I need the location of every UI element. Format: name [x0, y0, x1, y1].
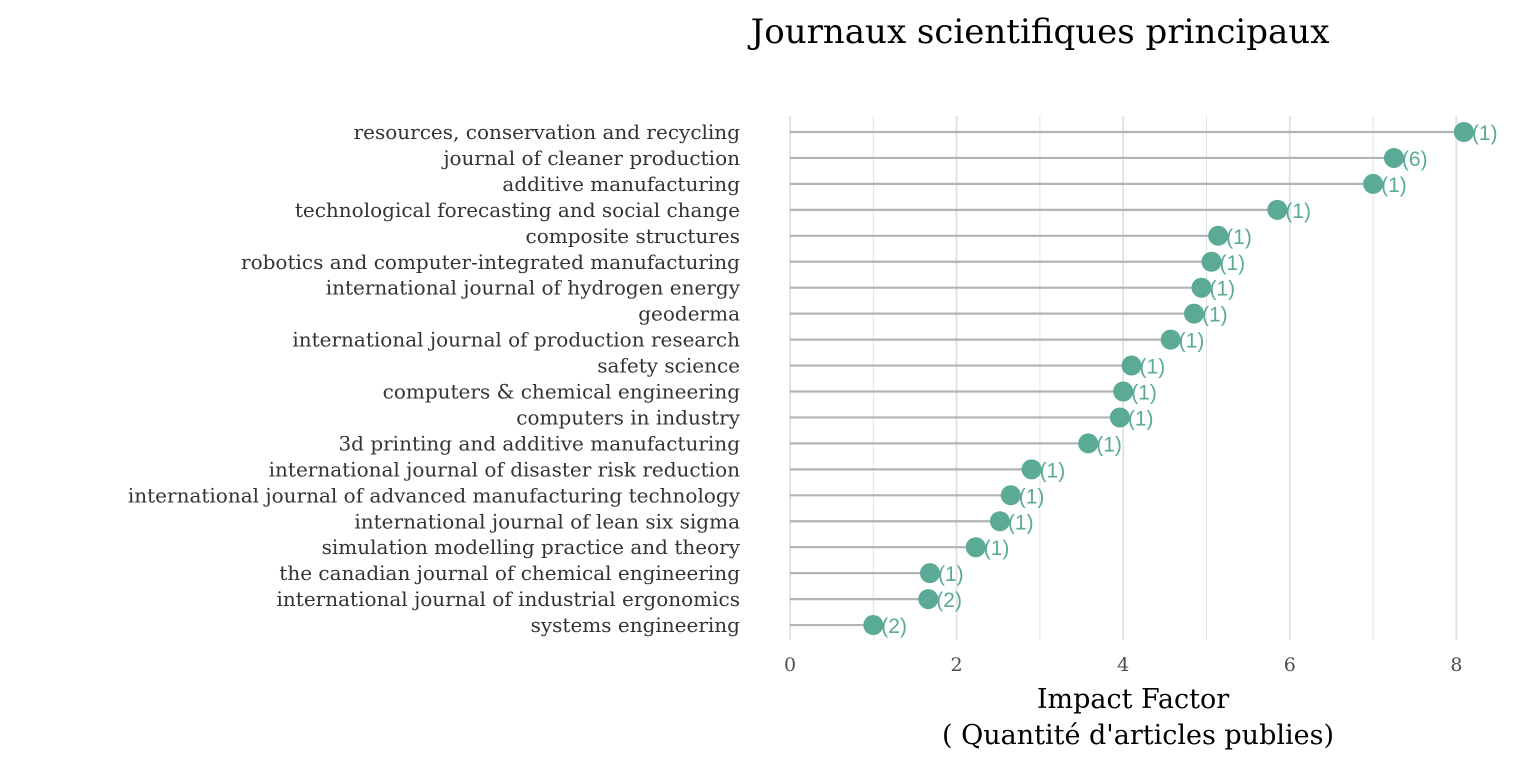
count-label: (1): [1285, 200, 1311, 223]
y-tick-label: international journal of production rese…: [292, 328, 740, 352]
x-tick-label: 6: [1284, 654, 1296, 676]
count-label: (1): [1008, 511, 1034, 534]
lollipop-point: [1383, 147, 1404, 168]
count-label: (1): [1019, 485, 1045, 508]
lollipop-point: [1184, 303, 1205, 324]
lollipop-point: [1201, 251, 1222, 272]
x-tick-label: 4: [1117, 654, 1129, 676]
lollipop-point: [1121, 355, 1142, 376]
x-axis-subtitle: ( Quantité d'articles publies): [942, 720, 1334, 751]
y-tick-label: technological forecasting and social cha…: [295, 198, 740, 222]
y-tick-label: journal of cleaner production: [441, 146, 740, 170]
y-tick-label: computers & chemical engineering: [383, 380, 741, 404]
y-tick-label: international journal of advanced manufa…: [128, 483, 741, 507]
lollipop-point: [1363, 173, 1384, 194]
count-label: (1): [1140, 356, 1166, 379]
y-tick-label: international journal of industrial ergo…: [277, 587, 740, 611]
lollipop-point: [1021, 459, 1042, 480]
lollipop-point: [1113, 381, 1134, 402]
y-tick-label: 3d printing and additive manufacturing: [338, 431, 740, 455]
lollipop-point: [1453, 122, 1474, 142]
lollipop-point: [989, 511, 1010, 532]
count-label: (6): [1402, 148, 1428, 171]
count-label: (1): [1040, 459, 1066, 482]
count-label: (1): [984, 537, 1010, 560]
y-tick-label: resources, conservation and recycling: [354, 120, 741, 144]
count-label: (1): [938, 563, 964, 586]
lollipop-point: [1109, 407, 1130, 428]
y-tick-label: additive manufacturing: [502, 172, 740, 196]
lollipop-point: [1000, 485, 1021, 506]
count-label: (2): [936, 589, 962, 612]
count-label: (1): [1096, 433, 1122, 456]
y-tick-label: international journal of disaster risk r…: [269, 457, 740, 481]
y-tick-label: geoderma: [638, 302, 740, 326]
y-tick-label: simulation modelling practice and theory: [322, 535, 741, 559]
chart-title: Journaux scientifiques principaux: [748, 12, 1330, 52]
count-label: (1): [1202, 304, 1228, 327]
y-tick-label: robotics and computer-integrated manufac…: [241, 250, 740, 274]
x-tick-label: 0: [784, 654, 796, 676]
lollipop-point: [1191, 277, 1212, 298]
lollipop-point: [965, 537, 986, 558]
lollipop-point: [863, 615, 884, 636]
count-label: (2): [881, 615, 907, 638]
count-label: (1): [1131, 382, 1157, 405]
count-label: (1): [1472, 122, 1498, 145]
y-tick-label: composite structures: [526, 224, 740, 248]
lollipop-point: [1160, 329, 1181, 350]
lollipop-point: [1208, 225, 1229, 246]
y-axis-labels: resources, conservation and recyclingjou…: [128, 120, 741, 637]
lollipop-point: [1078, 433, 1099, 454]
count-label: (1): [1128, 407, 1154, 430]
x-tick-label: 2: [951, 654, 963, 676]
y-tick-label: the canadian journal of chemical enginee…: [279, 561, 740, 585]
lollipop-point: [918, 589, 939, 610]
count-label: (1): [1210, 278, 1236, 301]
lollipop-point: [919, 563, 940, 584]
x-axis-title: Impact Factor: [1037, 684, 1229, 715]
marks: (1)(6)(1)(1)(1)(1)(1)(1)(1)(1)(1)(1)(1)(…: [790, 122, 1498, 638]
lollipop-point: [1267, 199, 1288, 220]
x-axis-ticks: 0 2 4 6 8: [784, 654, 1462, 676]
y-tick-label: computers in industry: [516, 405, 740, 429]
x-tick-label: 8: [1450, 654, 1462, 676]
y-tick-label: safety science: [597, 354, 740, 378]
y-tick-label: systems engineering: [531, 613, 741, 637]
y-tick-label: international journal of lean six sigma: [354, 509, 740, 533]
count-label: (1): [1179, 330, 1205, 353]
y-tick-label: international journal of hydrogen energy: [326, 276, 741, 300]
count-label: (1): [1226, 226, 1252, 249]
grid: [789, 116, 1458, 640]
count-label: (1): [1219, 252, 1245, 275]
count-label: (1): [1381, 174, 1407, 197]
